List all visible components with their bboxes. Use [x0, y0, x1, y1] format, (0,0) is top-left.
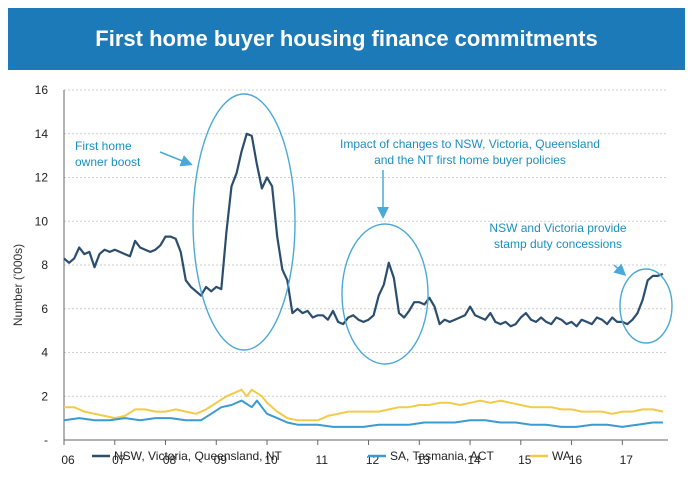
x-tick-label: 08	[163, 453, 177, 467]
y-axis-label: Number ('000s)	[11, 244, 25, 326]
x-tick-label: 10	[264, 453, 278, 467]
series-lines	[63, 132, 664, 428]
x-tick-label: 06	[61, 453, 75, 467]
x-tick-label: 15	[518, 453, 532, 467]
highlight-ellipses	[192, 93, 673, 365]
y-tick-label: 16	[35, 83, 49, 97]
annotation-text: First home	[75, 139, 132, 153]
x-tick-label: 17	[620, 453, 634, 467]
chart-area: - 2 4 6 8 10 12 14 16 06 07 08 09 10 11 12 13 14 15 16 17 N…	[11, 83, 673, 467]
annotation-text: owner boost	[75, 155, 141, 169]
y-tick-label: 14	[35, 127, 49, 141]
y-tick-label: 2	[41, 389, 48, 403]
annotations: First home owner boost Impact of changes t…	[75, 137, 627, 277]
chart-title: First home buyer housing finance commitm…	[95, 26, 598, 51]
annotation-text: NSW and Victoria provide	[489, 221, 627, 235]
series-line-wa	[64, 388, 664, 422]
x-tick-label: 09	[214, 453, 228, 467]
y-tick-label: -	[44, 433, 48, 447]
legend-label: NSW, Victoria, Queensland, NT	[114, 449, 283, 463]
annotation-arrow	[613, 263, 627, 277]
series-line-nsw-vic-qld-nt	[63, 132, 664, 328]
gridlines	[63, 89, 668, 445]
x-tick-label: 07	[112, 453, 126, 467]
legend-label: WA	[552, 449, 571, 463]
annotation-arrow	[159, 151, 193, 167]
y-tick-label: 10	[35, 214, 49, 228]
annotation-text: stamp duty concessions	[494, 237, 622, 251]
annotation-text: Impact of changes to NSW, Victoria, Quee…	[340, 137, 600, 151]
highlight-ellipse-policy	[341, 223, 429, 365]
highlight-ellipse-boost	[192, 93, 296, 351]
legend-label: SA, Tasmania, ACT	[390, 449, 494, 463]
highlight-ellipse-stamp	[619, 268, 673, 344]
y-axis-ticks: - 2 4 6 8 10 12 14 16	[35, 83, 49, 447]
y-tick-label: 4	[41, 346, 48, 360]
series-line-sa-tas-act	[63, 399, 663, 428]
x-tick-label: 14	[467, 453, 481, 467]
y-tick-label: 6	[41, 302, 48, 316]
y-tick-label: 12	[35, 171, 49, 185]
x-tick-label: 16	[569, 453, 583, 467]
legend: NSW, Victoria, Queensland, NT SA, Tasmani…	[92, 449, 571, 463]
title-bar: First home buyer housing finance commitm…	[8, 8, 685, 70]
annotation-text: and the NT first home buyer policies	[374, 153, 566, 167]
x-tick-label: 11	[316, 453, 329, 467]
x-tick-label: 13	[417, 453, 431, 467]
y-tick-label: 8	[41, 258, 48, 272]
